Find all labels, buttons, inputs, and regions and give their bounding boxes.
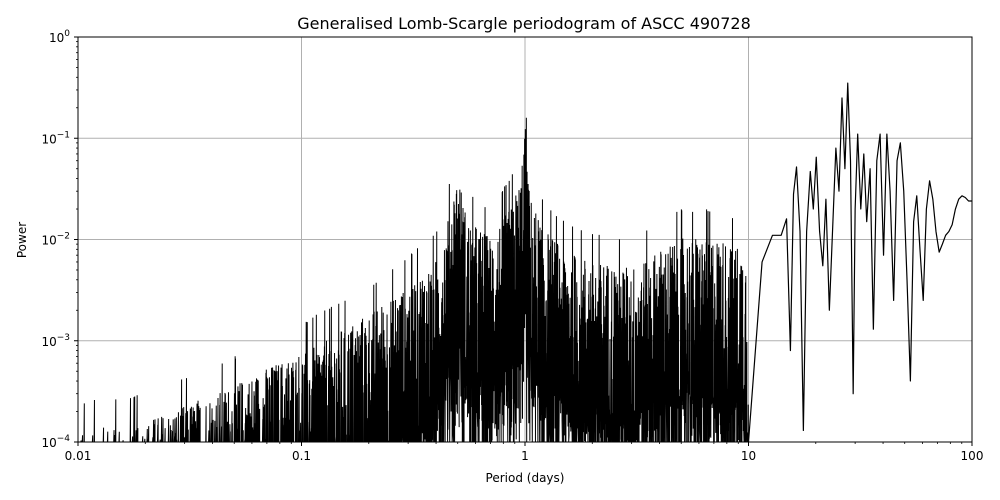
x-tick-label: 1 <box>521 449 529 463</box>
y-tick-label: 10−1 <box>41 130 70 146</box>
series-line <box>747 82 972 442</box>
y-axis-ticks: 10−4 10−3 10−2 10−1 100 <box>41 29 78 450</box>
y-tick-label: 100 <box>49 29 70 45</box>
chart-title: Generalised Lomb-Scargle periodogram of … <box>297 14 751 33</box>
y-axis-label: Power <box>15 222 29 258</box>
x-tick-label: 100 <box>961 449 984 463</box>
plot-area <box>78 82 972 442</box>
y-tick-label: 10−2 <box>41 232 70 248</box>
x-axis-ticks: 0.01 0.1 1 10 100 <box>65 442 984 463</box>
y-tick-label: 10−4 <box>41 434 70 450</box>
x-axis-label: Period (days) <box>486 471 565 485</box>
x-tick-label: 0.1 <box>292 449 311 463</box>
x-tick-label: 10 <box>741 449 756 463</box>
x-tick-label: 0.01 <box>65 449 92 463</box>
noise-trace <box>78 117 749 442</box>
y-tick-label: 10−3 <box>41 333 70 349</box>
